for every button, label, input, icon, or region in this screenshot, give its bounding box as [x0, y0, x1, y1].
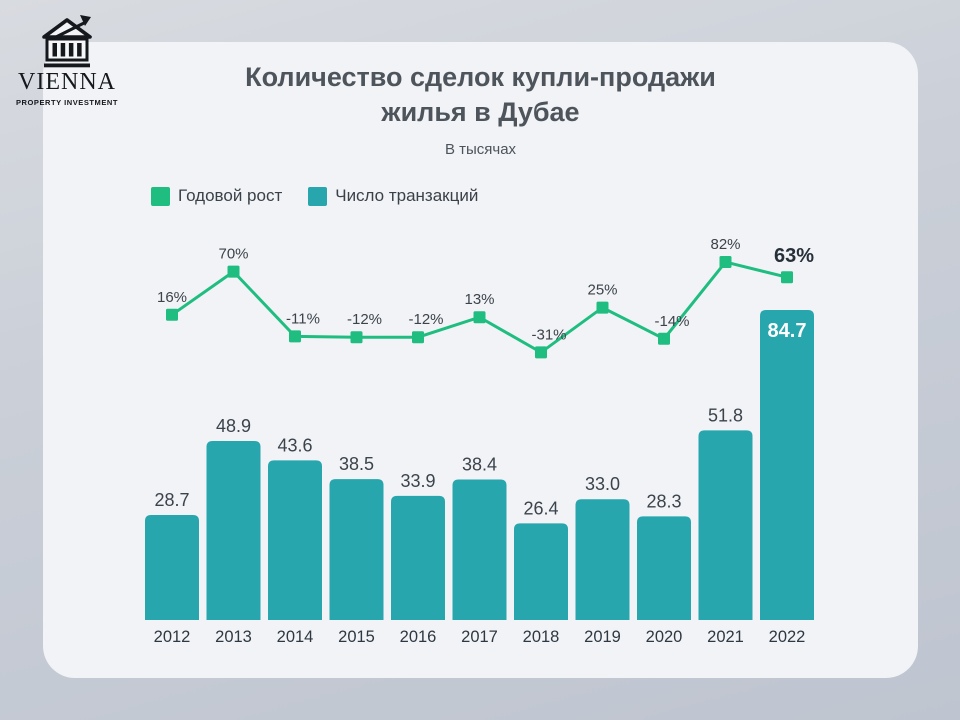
growth-marker-2012	[166, 308, 178, 321]
bar-2016	[391, 495, 445, 620]
bar-value-2012: 28.7	[154, 490, 189, 510]
growth-label-2020: -14%	[654, 313, 689, 330]
growth-marker-2018	[535, 346, 547, 359]
bar-value-2013: 48.9	[216, 416, 251, 436]
year-label-2020: 2020	[646, 628, 683, 646]
year-label-2012: 2012	[154, 628, 191, 646]
logo: VIENNA PROPERTY INVESTMENT	[15, 12, 119, 107]
year-label-2015: 2015	[338, 628, 375, 646]
transactions-swatch-icon	[308, 186, 328, 206]
year-label-2022: 2022	[769, 628, 806, 646]
bar-value-2015: 38.5	[339, 454, 374, 474]
growth-label-2017: 13%	[464, 291, 494, 308]
title-line-2: жилья в Дубае	[381, 97, 580, 127]
year-label-2021: 2021	[707, 628, 744, 646]
bar-2020	[637, 516, 691, 620]
combo-chart: 28.7 2012 48.9 2013 43.6 2014 38.5 2015 33.9 2016…	[145, 236, 814, 646]
legend-item-growth: Годовой рост	[151, 186, 282, 206]
growth-marker-2020	[658, 332, 670, 345]
year-label-2017: 2017	[461, 628, 498, 646]
growth-label-2014: -11%	[286, 310, 320, 327]
bar-value-2019: 33.0	[585, 474, 620, 494]
bar-2017	[452, 479, 507, 620]
bank-building-arrow-icon	[42, 15, 92, 68]
growth-marker-2022	[781, 271, 793, 284]
growth-label-2018: -31%	[531, 326, 566, 343]
legend-label-growth: Годовой рост	[178, 186, 283, 205]
logo-tagline: PROPERTY INVESTMENT	[16, 98, 118, 108]
bar-2021	[698, 430, 753, 620]
bar-2018	[514, 523, 568, 620]
growth-label-2012: 16%	[157, 289, 187, 306]
growth-marker-2021	[719, 256, 732, 268]
year-label-2019: 2019	[584, 628, 621, 646]
year-label-2013: 2013	[215, 628, 252, 646]
bar-value-2017: 38.4	[462, 454, 497, 474]
legend-item-transactions: Число транзакций	[308, 186, 478, 206]
growth-marker-2015	[350, 331, 363, 344]
growth-label-2019: 25%	[587, 282, 617, 299]
page-subtitle: В тысячах	[444, 141, 517, 158]
growth-label-2022: 63%	[774, 245, 814, 267]
chart-legend: Годовой рост Число транзакций	[151, 186, 478, 206]
bar-2019	[575, 499, 630, 620]
growth-marker-2019	[596, 301, 609, 314]
bar-2022	[760, 309, 814, 620]
growth-label-2021: 82%	[710, 236, 740, 253]
bar-2014	[268, 460, 322, 620]
year-label-2016: 2016	[400, 628, 437, 646]
year-label-2018: 2018	[523, 628, 560, 646]
title-line-1: Количество сделок купли-продажи	[245, 62, 716, 92]
logo-name: VIENNA	[18, 69, 116, 95]
growth-marker-2017	[473, 311, 486, 324]
growth-marker-2013	[227, 265, 240, 278]
growth-label-2015: -12%	[347, 311, 382, 328]
growth-label-2016: -12%	[408, 311, 443, 328]
bar-value-2014: 43.6	[277, 435, 312, 455]
growth-marker-2014	[289, 330, 301, 343]
legend-label-transactions: Число транзакций	[335, 186, 479, 205]
growth-swatch-icon	[151, 186, 170, 206]
growth-label-2013: 70%	[218, 246, 248, 263]
year-label-2014: 2014	[277, 628, 314, 646]
bar-value-2021: 51.8	[708, 405, 743, 425]
page-title: Количество сделок купли-продажи жилья в …	[43, 60, 918, 130]
growth-marker-2016	[412, 331, 424, 344]
bar-2013	[206, 441, 261, 620]
bar-2012	[145, 514, 199, 620]
bar-value-2022: 84.7	[768, 320, 807, 342]
bar-2015	[329, 479, 384, 620]
bar-value-2020: 28.3	[646, 491, 681, 511]
bar-value-2018: 26.4	[523, 498, 558, 518]
bar-value-2016: 33.9	[400, 471, 435, 491]
